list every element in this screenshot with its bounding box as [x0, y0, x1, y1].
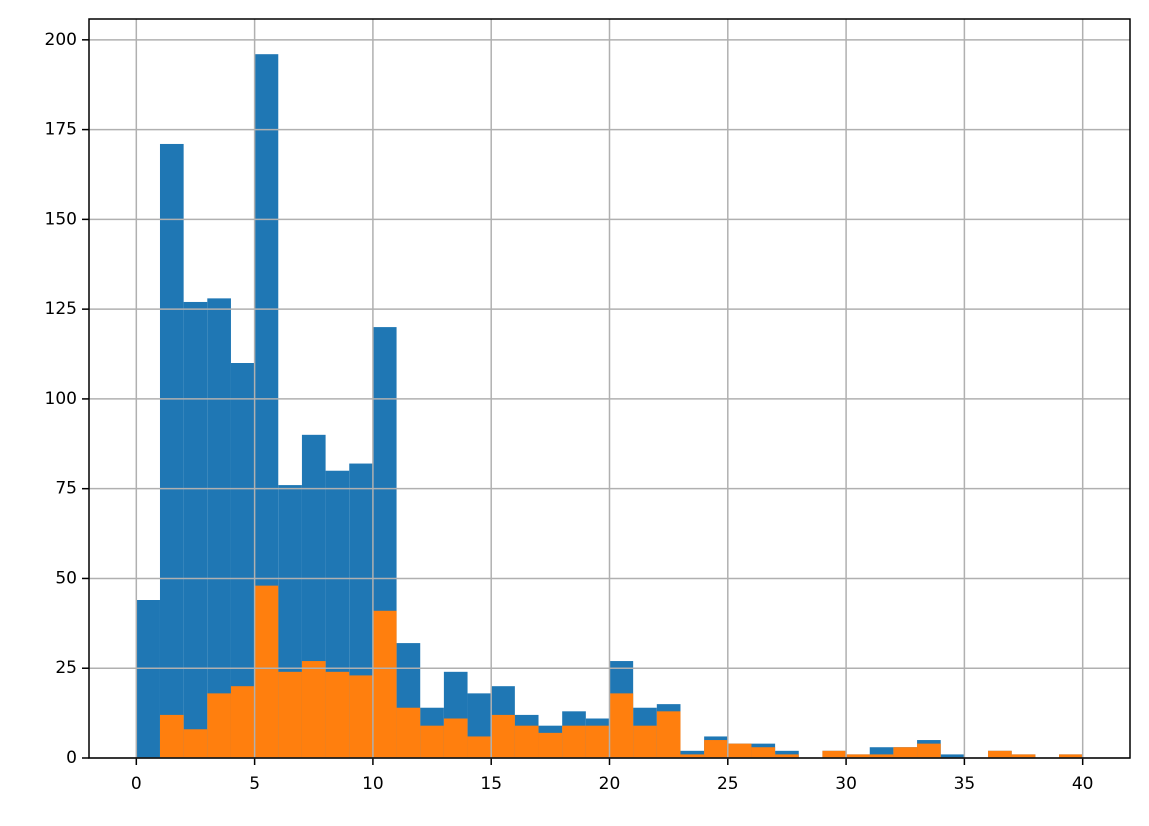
bar	[893, 747, 918, 758]
bar	[254, 585, 279, 758]
bar	[372, 610, 397, 758]
bar	[349, 675, 373, 758]
bar	[869, 754, 894, 758]
y-tick-label: 200	[45, 30, 77, 50]
bar	[159, 714, 184, 758]
x-tick-label: 35	[954, 774, 976, 794]
bar	[301, 661, 326, 758]
y-tick-label: 75	[55, 479, 77, 499]
bar	[822, 750, 847, 758]
y-tick-label: 25	[55, 658, 77, 678]
bar	[562, 725, 586, 758]
bar	[467, 736, 492, 758]
y-tick-label: 125	[45, 299, 77, 319]
bar	[1059, 754, 1083, 758]
bar	[491, 714, 515, 758]
bar	[940, 754, 965, 758]
y-tick-label: 150	[45, 209, 77, 229]
bar	[325, 671, 350, 758]
bar	[420, 725, 444, 758]
x-tick-label: 25	[717, 774, 739, 794]
bar	[230, 686, 255, 758]
bar	[988, 750, 1012, 758]
bar	[538, 732, 563, 758]
x-tick-label: 30	[835, 774, 857, 794]
y-tick-label: 0	[66, 748, 77, 768]
plot-frame	[88, 18, 1131, 759]
bar	[869, 747, 894, 758]
bar	[656, 711, 681, 758]
bar	[633, 725, 657, 758]
x-tick-label: 20	[599, 774, 621, 794]
bar	[704, 740, 728, 758]
bar	[207, 693, 231, 758]
bar	[183, 729, 208, 758]
bar	[609, 693, 634, 758]
bar	[254, 54, 279, 758]
bar	[443, 718, 468, 758]
x-tick-label: 5	[249, 774, 260, 794]
x-tick-label: 40	[1072, 774, 1094, 794]
bar	[183, 301, 208, 758]
bar	[207, 298, 231, 758]
y-tick-label: 50	[55, 568, 77, 588]
x-tick-label: 0	[131, 774, 142, 794]
bar	[1011, 754, 1036, 758]
bar	[585, 725, 610, 758]
bar	[680, 754, 705, 758]
bar	[846, 754, 870, 758]
x-tick-label: 15	[480, 774, 502, 794]
bar	[751, 747, 776, 758]
bar	[775, 754, 799, 758]
bar	[917, 743, 941, 758]
bar	[514, 725, 539, 758]
bar	[727, 743, 752, 758]
bar	[136, 600, 160, 758]
y-tick-label: 175	[45, 120, 77, 140]
bar	[230, 363, 255, 758]
bar	[396, 707, 421, 758]
bar	[278, 671, 302, 758]
x-tick-label: 10	[362, 774, 384, 794]
y-tick-label: 100	[45, 389, 77, 409]
bar	[159, 143, 184, 758]
